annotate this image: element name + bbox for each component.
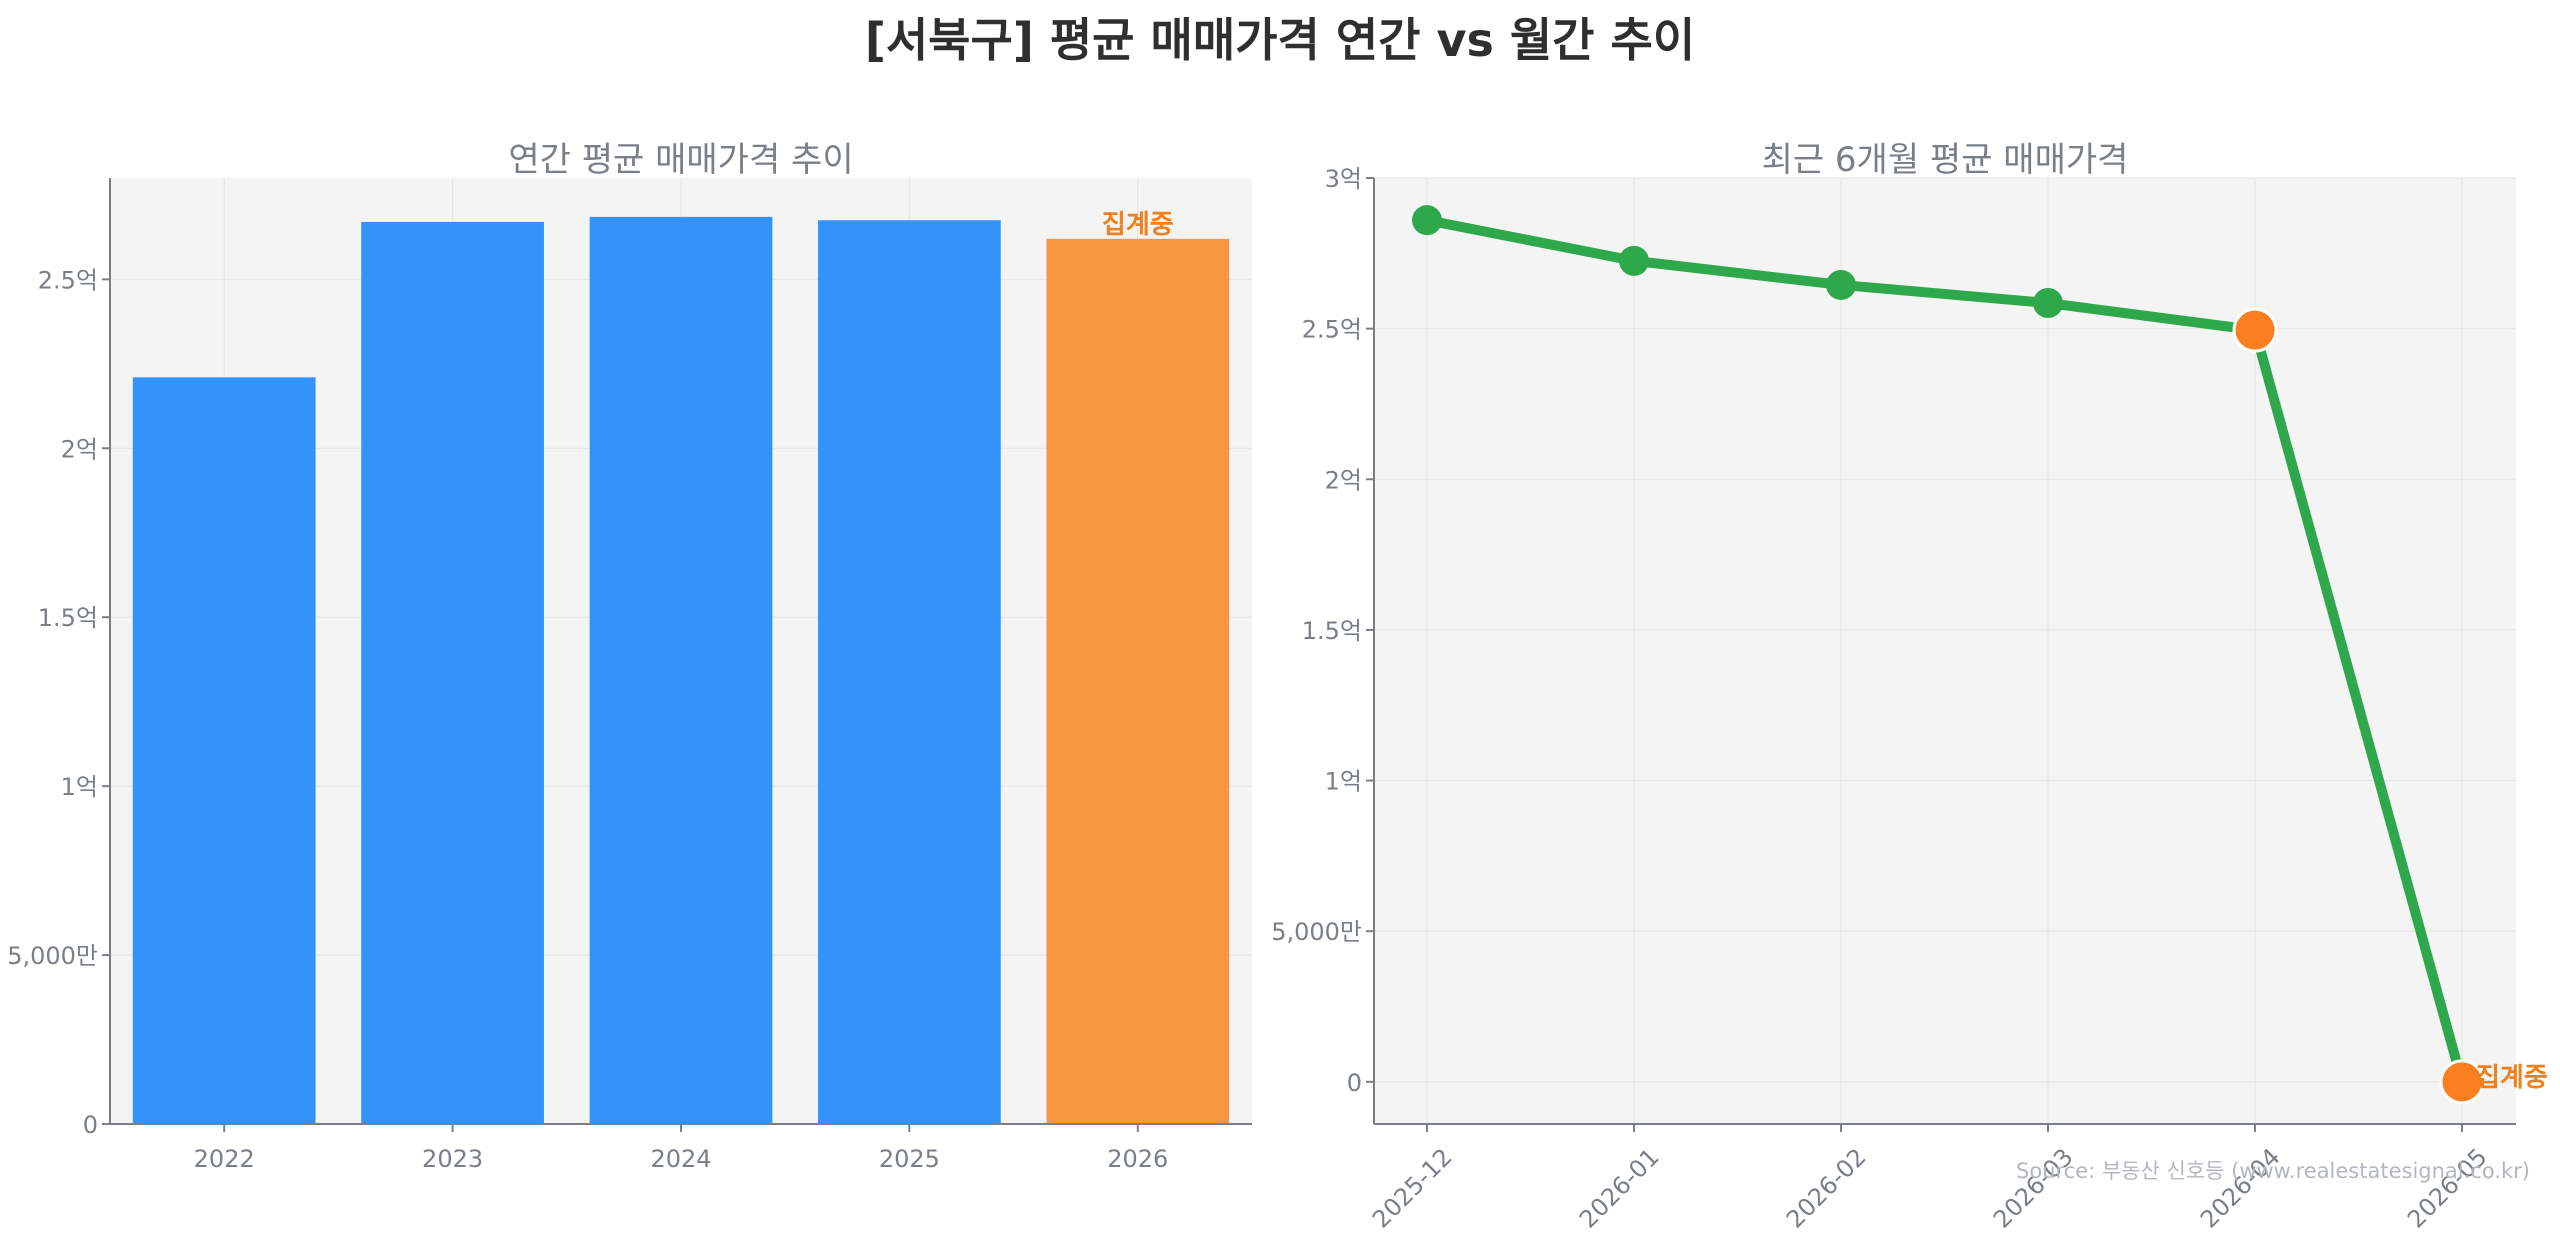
marker-2026-05 [2439, 1059, 2485, 1105]
y-tick-label: 3억 [1325, 165, 1362, 193]
x-tick-label: 2026-01 [1574, 1143, 1665, 1234]
x-tick-label: 2026-02 [1781, 1143, 1872, 1234]
marker-2026-01 [1619, 245, 1649, 276]
y-tick-label: 2.5억 [1302, 316, 1362, 344]
y-tick-label: 2억 [61, 435, 98, 463]
line-chart-title: 최근 6개월 평균 매매가격 [1761, 140, 2129, 180]
bar-2023 [361, 221, 544, 1124]
bar-2026 [1046, 238, 1230, 1125]
series-line [1422, 215, 2467, 1087]
y-tick-label: 1.5억 [38, 604, 98, 632]
main-title: [서북구] 평균 매매가격 연간 vs 월간 추이 [864, 13, 1696, 67]
y-tick-label: 1.5억 [1302, 617, 1362, 645]
bar-2024 [589, 216, 773, 1124]
bar-chart-title: 연간 평균 매매가격 추이 [508, 140, 854, 180]
x-tick-label: 2026 [1107, 1145, 1168, 1173]
source-note: Source: 부동산 신호등 (www.realestatesignal.co… [2015, 1159, 2530, 1183]
bar-2022 [132, 377, 316, 1125]
x-tick-label: 2025 [879, 1145, 940, 1173]
bar-annotation: 집계중 [1102, 210, 1174, 240]
y-tick-label: 2억 [1325, 466, 1362, 494]
marker-2025-12 [1412, 205, 1442, 236]
x-tick-label: 2025-12 [1367, 1143, 1458, 1234]
x-tick-label: 2022 [194, 1145, 255, 1173]
marker-2026-03 [2033, 288, 2063, 319]
y-tick-label: 0 [1347, 1069, 1362, 1097]
line-annotation: 집계중 [2476, 1063, 2548, 1093]
y-tick-label: 2.5억 [38, 266, 98, 294]
plot-area [1374, 178, 2516, 1124]
y-tick-label: 5,000만 [1271, 918, 1362, 946]
y-tick-label: 0 [83, 1111, 98, 1139]
marker-2026-04 [2232, 307, 2278, 353]
y-tick-label: 1억 [1325, 768, 1362, 796]
bar-2025 [818, 220, 1001, 1124]
y-tick-label: 5,000만 [7, 942, 98, 970]
x-tick-label: 2024 [650, 1145, 711, 1173]
marker-2026-02 [1826, 269, 1856, 300]
x-tick-label: 2023 [422, 1145, 483, 1173]
y-tick-label: 1억 [61, 773, 98, 801]
